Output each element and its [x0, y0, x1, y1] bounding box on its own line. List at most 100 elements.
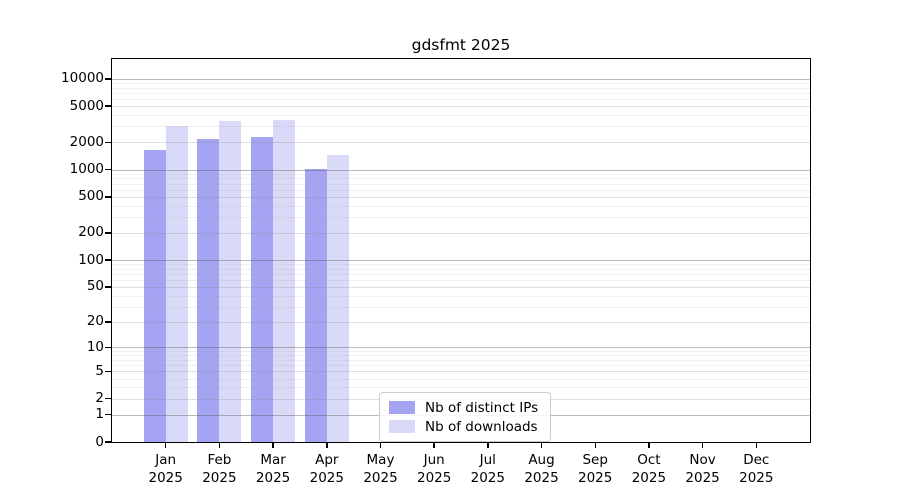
gridline-30 [112, 306, 810, 308]
x-tick-label-aug: Aug 2025 [510, 452, 574, 487]
x-tick-month: Apr [315, 452, 339, 468]
x-tick-feb [218, 442, 221, 448]
gridline-40 [112, 295, 810, 297]
grid-layer [112, 59, 810, 442]
y-tick-2000 [105, 141, 111, 143]
y-tick-label-20: 20 [86, 313, 104, 330]
y-tick-0 [105, 441, 111, 443]
x-tick-sep [594, 442, 596, 448]
x-tick-month: Mar [260, 452, 286, 468]
x-tick-month: Nov [689, 452, 716, 468]
gridline-6 [112, 365, 810, 367]
gridline-6000 [112, 98, 810, 100]
x-tick-year: 2025 [309, 469, 344, 486]
bar-nb-of-downloads-mar [273, 119, 296, 442]
x-tick-apr [326, 442, 328, 448]
x-tick-month: Oct [637, 452, 661, 468]
gridline-3 [112, 387, 810, 389]
x-tick-year: 2025 [524, 469, 559, 486]
y-tick-label-200: 200 [78, 224, 104, 241]
legend-item-downloads: Nb of downloads [389, 417, 538, 436]
x-tick-label-dec: Dec 2025 [724, 452, 788, 487]
gridline-9 [112, 351, 810, 353]
x-tick-month: Dec [743, 452, 770, 468]
gridline-10000 [112, 78, 810, 80]
x-tick-nov [701, 442, 704, 448]
y-tick-label-50: 50 [86, 278, 104, 295]
plot-area [111, 58, 811, 443]
bar-nb-of-downloads-feb [219, 120, 242, 442]
gridline-9000 [112, 82, 810, 84]
gridline-70 [112, 273, 810, 275]
x-tick-year: 2025 [148, 469, 183, 486]
y-tick-10 [105, 346, 111, 349]
gridline-1000 [112, 169, 810, 171]
gridline-60 [112, 279, 810, 281]
y-tick-200 [105, 232, 111, 234]
x-tick-label-nov: Nov 2025 [671, 452, 735, 487]
legend-swatch-downloads [389, 420, 415, 433]
gridline-20 [112, 321, 810, 323]
bar-nb-of-distinct-ips-feb [197, 139, 220, 442]
gridline-7 [112, 360, 810, 361]
y-tick-1 [105, 413, 111, 416]
y-tick-label-5: 5 [95, 362, 104, 379]
legend-label-downloads: Nb of downloads [425, 418, 538, 435]
gridline-600 [112, 189, 810, 191]
x-tick-year: 2025 [470, 469, 505, 486]
x-tick-month: May [366, 452, 395, 468]
x-tick-year: 2025 [363, 469, 398, 486]
gridline-200 [112, 232, 810, 234]
x-tick-oct [648, 442, 650, 448]
x-tick-label-feb: Feb 2025 [187, 452, 251, 487]
gridline-90 [112, 264, 810, 266]
bar-nb-of-distinct-ips-apr [304, 168, 327, 442]
legend: Nb of distinct IPs Nb of downloads [379, 392, 552, 442]
bar-nb-of-downloads-apr [326, 155, 349, 442]
x-tick-label-apr: Apr 2025 [295, 452, 359, 487]
gridline-8000 [112, 87, 810, 89]
y-tick-label-5000: 5000 [69, 97, 104, 114]
gridline-7000 [112, 92, 810, 94]
x-tick-year: 2025 [202, 469, 237, 486]
x-tick-label-mar: Mar 2025 [241, 452, 305, 487]
x-tick-label-jun: Jun 2025 [402, 452, 466, 487]
x-tick-year: 2025 [685, 469, 720, 486]
y-tick-50 [105, 286, 111, 288]
bar-nb-of-distinct-ips-jan [143, 149, 166, 442]
gridline-500 [112, 196, 810, 198]
x-tick-month: Aug [528, 452, 555, 468]
legend-label-distinct-ips: Nb of distinct IPs [425, 399, 539, 416]
x-tick-label-may: May 2025 [349, 452, 413, 487]
gridline-700 [112, 183, 810, 185]
x-tick-label-sep: Sep 2025 [563, 452, 627, 487]
y-tick-20 [105, 321, 111, 323]
x-tick-jun [433, 442, 435, 448]
gridline-4000 [112, 114, 810, 116]
x-tick-may [379, 442, 382, 448]
gridline-300 [112, 216, 810, 218]
chart-title: gdsfmt 2025 [411, 36, 511, 54]
x-tick-month: Jan [155, 452, 177, 468]
x-tick-label-oct: Oct 2025 [617, 452, 681, 487]
x-tick-year: 2025 [578, 469, 613, 486]
x-tick-mar [272, 442, 274, 448]
x-tick-year: 2025 [739, 469, 774, 486]
y-tick-label-500: 500 [78, 188, 104, 205]
y-tick-label-1000: 1000 [69, 161, 104, 177]
gridline-50 [112, 286, 810, 288]
gridline-8 [112, 355, 810, 357]
x-tick-year: 2025 [255, 469, 291, 486]
x-tick-month: Sep [582, 452, 608, 468]
y-tick-label-2000: 2000 [69, 133, 104, 150]
y-tick-1000 [105, 168, 111, 171]
y-tick-5000 [105, 105, 111, 107]
gridline-3000 [112, 126, 810, 128]
y-tick-2 [105, 397, 111, 400]
x-tick-year: 2025 [631, 469, 667, 486]
gridline-4 [112, 378, 810, 380]
y-tick-label-10000: 10000 [61, 70, 104, 87]
y-tick-10000 [105, 78, 111, 80]
y-tick-label-0: 0 [95, 433, 104, 450]
